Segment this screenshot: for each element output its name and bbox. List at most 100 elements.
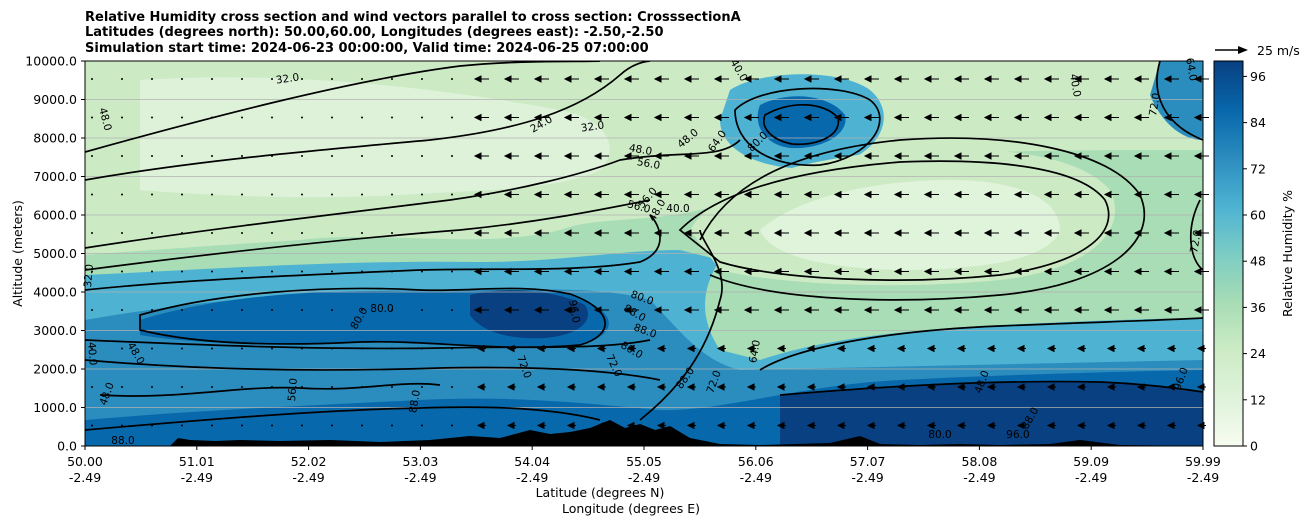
x-tick-label-lat: 54.04 xyxy=(514,454,550,469)
wind-vector xyxy=(653,306,669,314)
wind-vector xyxy=(833,190,849,199)
wind-vector xyxy=(863,306,879,314)
wind-vector xyxy=(803,229,819,237)
wind-vector xyxy=(803,306,819,314)
chart-title-line-1: Relative Humidity cross section and wind… xyxy=(85,10,741,25)
x-tick-label-lat: 59.99 xyxy=(1185,454,1221,469)
wind-vector xyxy=(1163,267,1179,276)
colorbar-tick-label: 84 xyxy=(1250,115,1266,130)
wind-vector xyxy=(181,424,183,427)
wind-vector xyxy=(1133,75,1149,83)
wind-vector xyxy=(953,229,969,237)
contour-label: 64.0 xyxy=(1183,57,1199,82)
contour-label: 80.0 xyxy=(928,429,951,441)
wind-vector xyxy=(331,270,333,273)
wind-vector xyxy=(476,421,486,430)
wind-vector xyxy=(1163,152,1179,160)
wind-vector xyxy=(1043,306,1059,314)
wind-vector xyxy=(211,347,213,350)
wind-vector xyxy=(1193,75,1209,83)
wind-vector xyxy=(1193,190,1209,199)
colorbar-ticks: 0 12 24 36 48 60 72 84 96 xyxy=(1243,69,1266,454)
y-tick-label: 10000.0 xyxy=(25,54,77,69)
wind-vector xyxy=(566,344,576,353)
wind-vector xyxy=(506,383,516,391)
wind-vector xyxy=(211,193,213,196)
wind-vector xyxy=(421,155,423,157)
wind-vector xyxy=(1133,267,1149,276)
wind-vector xyxy=(1013,113,1029,122)
wind-vector xyxy=(926,383,936,391)
wind-vector xyxy=(271,424,273,427)
wind-vector xyxy=(833,113,849,122)
wind-vector xyxy=(271,270,273,273)
wind-vector xyxy=(121,116,123,119)
wind-vector xyxy=(151,347,153,350)
contour-label: 48.0 xyxy=(96,106,114,132)
x-tick-label-lon: -2.49 xyxy=(181,470,213,485)
colorbar-tick-label: 36 xyxy=(1250,300,1266,315)
wind-vector xyxy=(716,383,726,391)
wind-vector xyxy=(181,386,183,388)
wind-vectors xyxy=(91,75,1209,430)
wind-vector xyxy=(653,190,669,199)
wind-vector xyxy=(391,116,393,119)
wind-vector xyxy=(473,113,489,122)
wind-vector xyxy=(836,421,846,430)
wind-vector xyxy=(863,267,879,276)
wind-vector xyxy=(271,309,273,311)
wind-vector xyxy=(331,424,333,427)
wind-vector xyxy=(563,190,579,199)
wind-vector xyxy=(451,193,453,196)
wind-vector xyxy=(1076,383,1086,391)
wind-vector xyxy=(1013,229,1029,237)
wind-vector xyxy=(983,306,999,314)
wind-vector xyxy=(503,267,519,276)
wind-vector xyxy=(1046,344,1056,353)
wind-vector xyxy=(566,421,576,430)
wind-vector xyxy=(983,267,999,276)
wind-vector xyxy=(361,270,363,273)
wind-vector xyxy=(803,152,819,160)
wind-vector xyxy=(331,347,333,350)
wind-vector xyxy=(893,190,909,199)
wind-vector xyxy=(361,424,363,427)
wind-vector xyxy=(983,75,999,83)
wind-vector xyxy=(623,267,639,276)
wind-vector xyxy=(91,155,93,157)
wind-vector xyxy=(361,347,363,350)
wind-vector xyxy=(776,383,786,391)
wind-vector xyxy=(451,270,453,273)
wind-vector xyxy=(1106,421,1116,430)
wind-vector xyxy=(623,113,639,122)
wind-vector xyxy=(983,152,999,160)
wind-vector xyxy=(683,113,699,122)
wind-vector xyxy=(151,116,153,119)
wind-vector xyxy=(1073,306,1089,314)
wind-vector xyxy=(391,347,393,350)
wind-vector xyxy=(503,306,519,314)
contour-label: 88.0 xyxy=(407,389,423,414)
wind-vector xyxy=(1163,229,1179,237)
wind-vector xyxy=(151,78,153,80)
y-tick-label: 3000.0 xyxy=(33,323,77,338)
wind-vector xyxy=(536,383,546,391)
wind-vector xyxy=(533,152,549,160)
wind-vector xyxy=(421,270,423,273)
wind-vector xyxy=(683,229,699,237)
wind-vector xyxy=(151,424,153,427)
wind-vector xyxy=(956,383,966,391)
y-tick-label: 4000.0 xyxy=(33,285,77,300)
wind-vector xyxy=(776,344,786,353)
wind-vector xyxy=(743,152,759,160)
wind-vector xyxy=(1193,113,1209,122)
wind-vector xyxy=(533,190,549,199)
wind-vector xyxy=(1016,383,1026,391)
wind-vector xyxy=(683,152,699,160)
y-tick-label: 9000.0 xyxy=(33,92,77,107)
wind-vector xyxy=(1136,344,1146,353)
colorbar-tick-label: 24 xyxy=(1250,346,1266,361)
wind-vector xyxy=(746,421,756,430)
wind-vector xyxy=(121,78,123,80)
wind-vector xyxy=(1103,306,1119,314)
